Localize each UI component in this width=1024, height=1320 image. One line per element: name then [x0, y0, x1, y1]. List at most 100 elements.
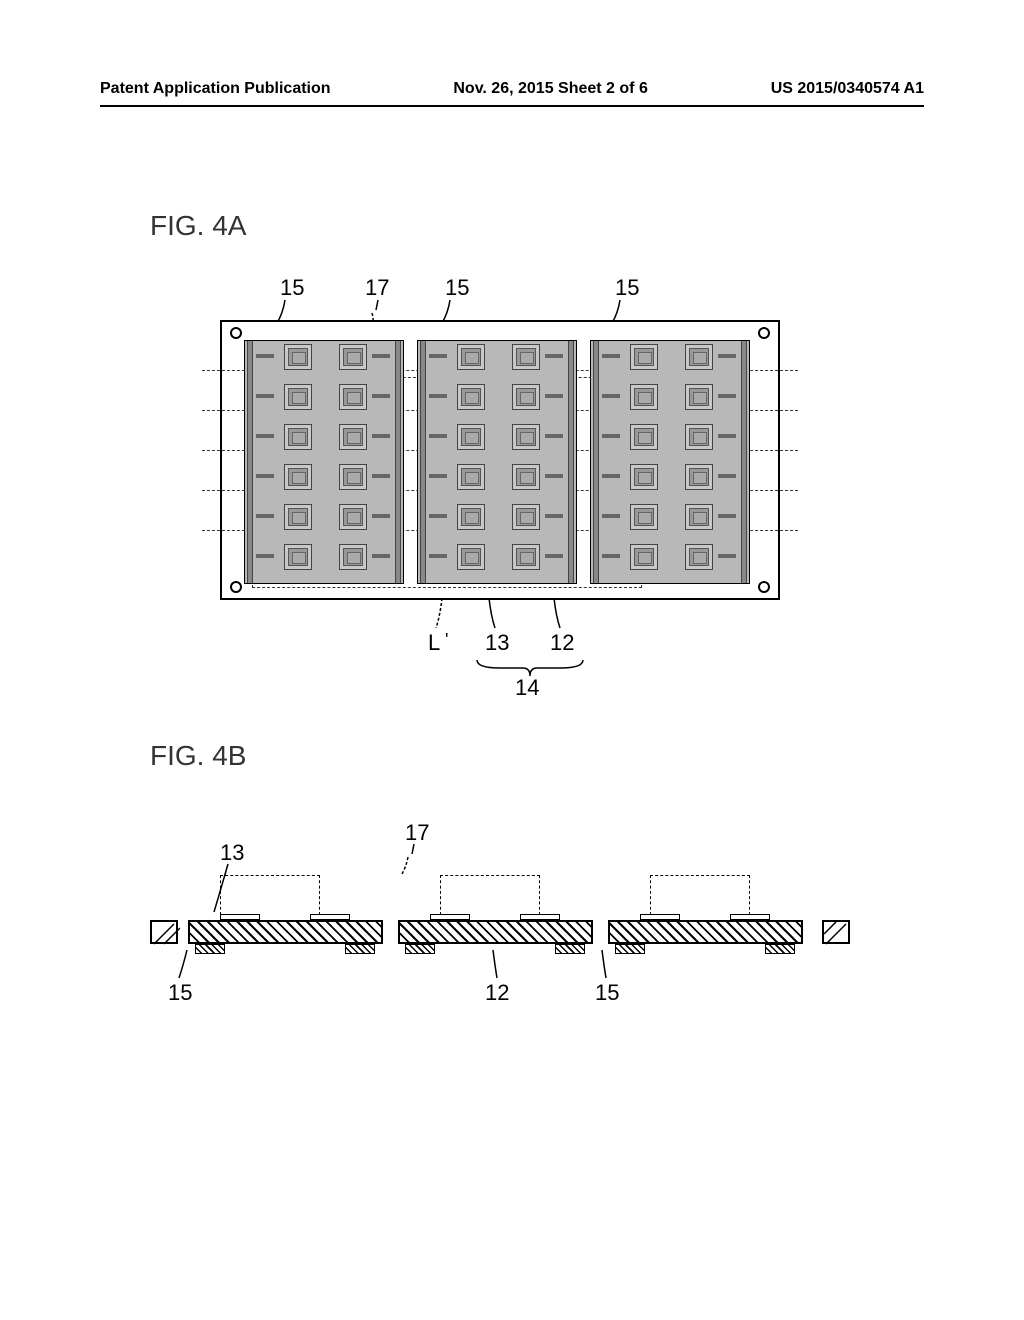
chip [630, 544, 658, 570]
dashed-box-b3 [650, 875, 750, 915]
lead-bar [429, 474, 447, 478]
chip [284, 544, 312, 570]
b-lead-15a [175, 948, 205, 983]
chip-die [292, 552, 306, 564]
chip [457, 504, 485, 530]
chip-die [465, 552, 479, 564]
lead-bar [429, 554, 447, 558]
column-1 [244, 340, 404, 584]
chip [457, 384, 485, 410]
chip [284, 424, 312, 450]
chip-die [465, 392, 479, 404]
chip [339, 384, 367, 410]
vbar-3a [593, 341, 599, 583]
lead-bar [602, 514, 620, 518]
lead-12 [550, 598, 580, 633]
chip [685, 504, 713, 530]
chip-die [292, 392, 306, 404]
chip-die [292, 352, 306, 364]
chip [284, 464, 312, 490]
chip [630, 344, 658, 370]
chip-die [638, 552, 652, 564]
lead-bar [718, 474, 736, 478]
chip-die [292, 432, 306, 444]
chip-die [465, 352, 479, 364]
lead-bar [256, 554, 274, 558]
label-L-prime: ' [445, 630, 448, 651]
sh-2b [555, 944, 585, 954]
lead-bar [429, 394, 447, 398]
chip [512, 344, 540, 370]
lead-bar [718, 434, 736, 438]
b-label-15a: 15 [168, 980, 192, 1006]
lead-bar [256, 394, 274, 398]
lead-bar [372, 554, 390, 558]
page-header: Patent Application Publication Nov. 26, … [0, 80, 1024, 98]
cap-3b [730, 914, 770, 920]
end-right [822, 920, 850, 944]
chip [630, 464, 658, 490]
chip [512, 504, 540, 530]
chip-die [347, 512, 361, 524]
lead-bar [602, 394, 620, 398]
panel-outline [220, 320, 780, 600]
vbar-1a [247, 341, 253, 583]
lead-bar [429, 514, 447, 518]
b-lead-17 [400, 842, 430, 877]
chip-die [693, 552, 707, 564]
chip-die [638, 472, 652, 484]
chip [339, 544, 367, 570]
fig4a-diagram: 15 17 15 15 [220, 280, 780, 620]
fig4a-label: FIG. 4A [150, 210, 246, 242]
lead-bar [429, 434, 447, 438]
end-right-hatch [824, 922, 852, 946]
chip [685, 424, 713, 450]
chip-die [693, 512, 707, 524]
corner-hole-bl [230, 581, 242, 593]
dashed-box-b2 [440, 875, 540, 915]
column-2 [417, 340, 577, 584]
lead-bar [718, 554, 736, 558]
lead-bar [372, 434, 390, 438]
chip [339, 424, 367, 450]
label-14: 14 [515, 675, 539, 701]
lead-bar [602, 474, 620, 478]
chip-die [520, 552, 534, 564]
b-lead-12 [485, 948, 515, 983]
lead-bar [718, 354, 736, 358]
cross-section [150, 920, 850, 944]
chip-die [638, 512, 652, 524]
header-rule [100, 105, 924, 107]
lead-bar [256, 474, 274, 478]
lead-bar [602, 434, 620, 438]
fig4b-diagram: 13 17 [150, 810, 850, 1010]
chip [630, 424, 658, 450]
lead-bar [429, 354, 447, 358]
cap-2a [430, 914, 470, 920]
block-3 [608, 920, 803, 944]
end-left-hatch [152, 922, 180, 946]
chip [284, 344, 312, 370]
chip-die [638, 352, 652, 364]
chip [457, 544, 485, 570]
chip-die [347, 472, 361, 484]
chip [512, 384, 540, 410]
chip [339, 504, 367, 530]
header-left: Patent Application Publication [100, 80, 331, 98]
lead-bar [256, 354, 274, 358]
lead-bar [545, 394, 563, 398]
label-12: 12 [550, 630, 574, 656]
block-2 [398, 920, 593, 944]
block-1 [188, 920, 383, 944]
lead-13 [485, 598, 515, 633]
column-3 [590, 340, 750, 584]
b-label-12: 12 [485, 980, 509, 1006]
chip [512, 464, 540, 490]
chip-die [638, 392, 652, 404]
lead-bar [545, 474, 563, 478]
chip [512, 544, 540, 570]
chip [457, 344, 485, 370]
chip [457, 424, 485, 450]
sh-3b [765, 944, 795, 954]
chip-die [292, 512, 306, 524]
